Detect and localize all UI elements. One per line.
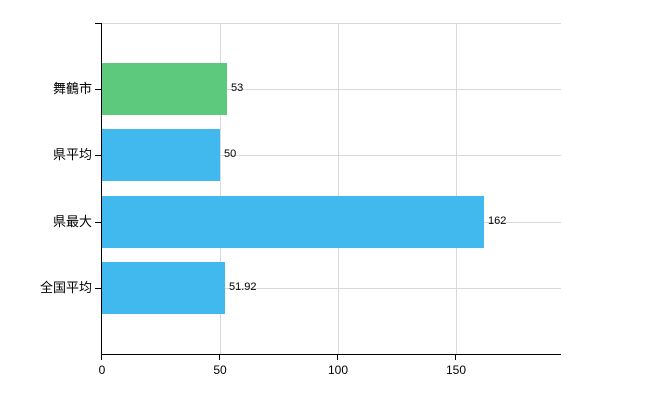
category-axis-label: 全国平均	[39, 280, 92, 295]
gridline-horizontal	[102, 89, 561, 90]
x-axis-tick-label: 100	[327, 363, 349, 377]
bar	[102, 129, 220, 181]
x-axis-tick-label: 150	[445, 363, 467, 377]
x-axis-tick	[337, 355, 338, 360]
gridline-vertical	[338, 23, 339, 354]
gridline-horizontal	[102, 155, 561, 156]
plot-top-border	[102, 23, 561, 24]
gridline-horizontal	[102, 288, 561, 289]
x-axis-tick-label: 50	[213, 363, 227, 377]
plot-area: 53 50 162 51.92	[101, 23, 561, 355]
category-axis-label: 舞鶴市	[52, 81, 92, 96]
x-axis-tick	[455, 355, 456, 360]
y-axis-tick	[95, 155, 101, 156]
y-axis-tick	[95, 89, 101, 90]
x-axis-tick	[219, 355, 220, 360]
bar-value-label: 53	[231, 82, 244, 94]
gridline-vertical	[220, 23, 221, 354]
category-axis-label: 県平均	[52, 147, 92, 162]
y-axis-tick	[95, 288, 101, 289]
y-axis-tick	[95, 222, 101, 223]
bar	[102, 196, 484, 248]
category-axis-label: 県最大	[52, 214, 92, 229]
gridline-vertical	[456, 23, 457, 354]
bar	[102, 262, 225, 314]
bar	[102, 63, 227, 115]
x-axis-tick	[101, 355, 102, 360]
bar-value-label: 162	[488, 215, 507, 227]
y-axis-top-tick	[95, 23, 101, 24]
bar-value-label: 50	[224, 148, 237, 160]
x-axis-tick-label: 0	[98, 363, 106, 377]
bar-value-label: 51.92	[229, 281, 257, 293]
